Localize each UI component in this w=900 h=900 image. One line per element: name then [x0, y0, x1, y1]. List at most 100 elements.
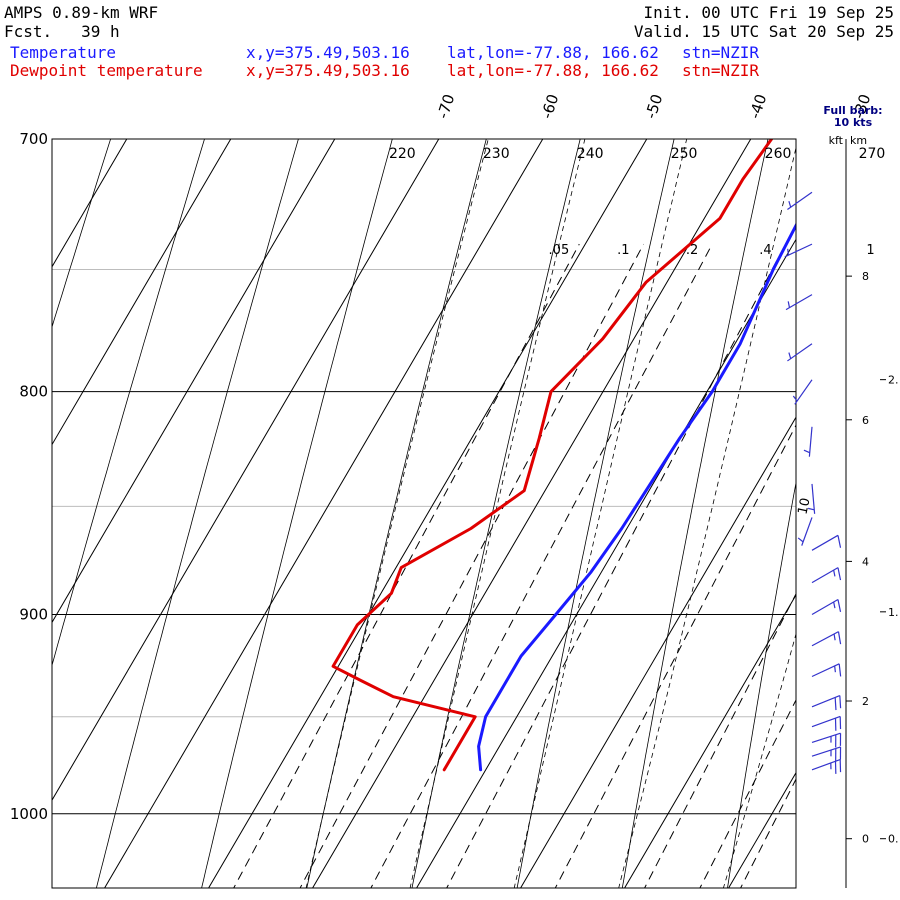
plot-area: [0, 84, 900, 900]
legend-dewpoint-stn: stn=NZIR: [682, 61, 760, 80]
wind-barb-half-feather: [807, 507, 815, 511]
dry-adiabat: [201, 139, 393, 888]
barb-annotation: 10: [796, 497, 814, 516]
dry-adiabat: [516, 139, 675, 888]
dry-adiabat: [96, 139, 299, 888]
pressure-label-700: 700: [19, 130, 48, 148]
wind-barb-staff: [794, 379, 813, 405]
legend-temperature-stn: stn=NZIR: [682, 43, 760, 62]
mixing-ratio-line: [233, 243, 580, 888]
isotherm-line: [0, 84, 55, 900]
legend-temperature-xy: x,y=375.49,503.16: [246, 43, 410, 62]
kft-tick-label: 6: [862, 414, 869, 427]
isotherm-line: [728, 771, 796, 888]
wind-barb: [811, 663, 842, 678]
isotherm-line: [104, 139, 544, 888]
isotherm-line: [312, 139, 752, 888]
mixing-ratio-line: [699, 698, 796, 888]
wind-barb: [785, 294, 813, 311]
temperature-profile: [477, 222, 796, 772]
km-tick-label: 2.: [888, 374, 899, 387]
wind-barb-half-feather: [833, 601, 836, 609]
barb-legend-line1: Full barb:: [823, 104, 882, 117]
legend-dewpoint-xy: x,y=375.49,503.16: [246, 61, 410, 80]
wind-barb-half-feather: [787, 301, 791, 308]
wind-barb: [807, 483, 816, 514]
moist-adiabat: [409, 139, 586, 888]
plot-frame: [51, 138, 797, 889]
kft-tick-label: 0: [862, 833, 869, 846]
wind-barb-staff: [787, 343, 813, 362]
wind-barb-half-feather: [833, 633, 836, 641]
theta-label: 230: [483, 146, 510, 162]
wind-barb: [792, 379, 813, 405]
isotherm-line: [52, 139, 128, 268]
mixing-ratio-line: [740, 778, 796, 888]
km-tick-label: 1.: [888, 606, 899, 619]
mixing-ratio-line: [370, 243, 713, 888]
wind-barb-half-feather: [787, 248, 790, 256]
wind-barb-staff: [801, 517, 813, 546]
isotherm-line: [52, 139, 232, 446]
wind-barb-half-feather: [833, 570, 836, 577]
pressure-label-900: 900: [19, 605, 48, 623]
wind-barb-feather: [837, 567, 842, 581]
mixing-ratio-label: .4: [759, 243, 771, 258]
pressure-label-800: 800: [19, 383, 48, 401]
wind-barb-half-feather: [803, 449, 810, 454]
wind-barb-staff: [811, 663, 840, 678]
wind-barb-staff: [811, 534, 839, 551]
kft-label: kft: [829, 134, 844, 147]
wind-barb-staff: [811, 483, 816, 514]
isotherm-label: -60: [538, 92, 563, 121]
wind-barb: [811, 598, 842, 615]
wind-barb-staff: [808, 426, 813, 457]
wind-barb-feather: [837, 599, 842, 612]
kft-tick-label: 2: [862, 695, 869, 708]
theta-label: 260: [765, 146, 792, 162]
theta-label: 270: [859, 146, 886, 162]
wind-barb: [784, 243, 813, 258]
isotherm-line: [416, 238, 796, 888]
dry-adiabat: [727, 480, 796, 888]
theta-label: 250: [671, 146, 698, 162]
isotherm-line: [812, 84, 900, 900]
mixing-ratio-label: 1: [866, 243, 874, 258]
forecast-hour: Fcst. 39 h: [4, 22, 120, 41]
dry-adiabat: [621, 139, 769, 888]
wind-barb-staff: [811, 694, 841, 708]
mixing-ratio-label: .05: [549, 243, 570, 258]
wind-barb-feather: [839, 695, 842, 709]
wind-barb: [803, 426, 813, 457]
dry-adiabat: [52, 139, 111, 329]
wind-barb-staff: [787, 191, 813, 210]
init-time: Init. 00 UTC Fri 19 Sep 25: [643, 3, 894, 22]
wind-barb: [811, 534, 842, 551]
isotherm-line: [208, 139, 648, 888]
isotherm-line: [624, 594, 796, 888]
wind-barb-feather: [837, 535, 842, 548]
wind-barb: [811, 694, 842, 711]
legend-temperature-name: Temperature: [10, 43, 116, 62]
theta-label: 220: [389, 146, 416, 162]
km-label: km: [850, 134, 867, 147]
kft-tick-label: 4: [862, 555, 869, 568]
valid-time: Valid. 15 UTC Sat 20 Sep 25: [633, 22, 894, 41]
wind-barb-half-feather: [792, 395, 798, 402]
km-tick-label: 0.: [888, 833, 899, 846]
wind-barb: [811, 758, 842, 774]
kft-tick-label: 8: [862, 270, 869, 283]
dewpoint-profile: [331, 139, 774, 772]
wind-barb-feather: [834, 697, 837, 711]
theta-label: 240: [577, 146, 604, 162]
mixing-ratio-line: [644, 592, 796, 888]
isotherm-line: [52, 139, 336, 624]
legend-dewpoint-latlon: lat,lon=-77.88, 166.62: [447, 61, 659, 80]
mixing-ratio-line: [446, 243, 786, 888]
dry-adiabat: [52, 139, 205, 667]
wind-barb: [811, 567, 842, 584]
wind-barb: [811, 631, 842, 647]
isotherm-label: -50: [642, 92, 667, 121]
model-name: AMPS 0.89-km WRF: [4, 3, 159, 22]
